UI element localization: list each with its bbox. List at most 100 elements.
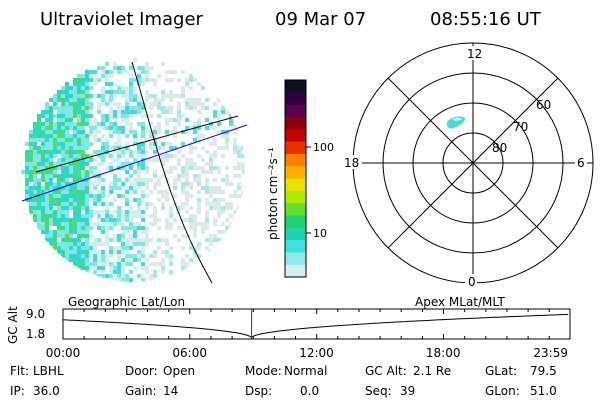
image-pixel [125, 90, 129, 94]
image-pixel [85, 70, 89, 74]
image-pixel [101, 194, 105, 198]
image-pixel [177, 78, 181, 82]
image-pixel [117, 210, 121, 214]
image-pixel [81, 82, 85, 86]
image-pixel [113, 110, 117, 114]
image-pixel [153, 130, 157, 134]
image-pixel [193, 78, 197, 82]
image-pixel [177, 178, 181, 182]
image-pixel [93, 134, 97, 138]
image-pixel [213, 126, 217, 130]
image-pixel [129, 270, 133, 274]
image-pixel [81, 126, 85, 130]
image-pixel [77, 110, 81, 114]
mlt-label-0: 0 [468, 275, 476, 289]
image-pixel [121, 194, 125, 198]
image-pixel [101, 158, 105, 162]
image-pixel [77, 238, 81, 242]
image-pixel [41, 138, 45, 142]
image-pixel [129, 150, 133, 154]
image-pixel [53, 242, 57, 246]
image-pixel [173, 70, 177, 74]
image-pixel [113, 238, 117, 242]
image-pixel [177, 118, 181, 122]
image-pixel [217, 210, 221, 214]
image-pixel [165, 198, 169, 202]
image-pixel [153, 78, 157, 82]
image-pixel [117, 162, 121, 166]
image-pixel [29, 154, 33, 158]
image-pixel [41, 130, 45, 134]
image-pixel [37, 126, 41, 130]
image-pixel [97, 162, 101, 166]
image-pixel [113, 114, 117, 118]
image-pixel [105, 98, 109, 102]
mlt-label-18: 18 [344, 156, 359, 170]
image-pixel [53, 182, 57, 186]
image-pixel [57, 234, 61, 238]
image-pixel [161, 206, 165, 210]
image-pixel [133, 182, 137, 186]
image-pixel [33, 146, 37, 150]
image-pixel [57, 98, 61, 102]
image-pixel [53, 218, 57, 222]
image-pixel [45, 122, 49, 126]
image-pixel [81, 234, 85, 238]
image-pixel [189, 214, 193, 218]
image-pixel [25, 178, 29, 182]
image-pixel [73, 246, 77, 250]
image-pixel [225, 182, 229, 186]
image-pixel [69, 198, 73, 202]
status-glon-value: 51.0 [530, 384, 557, 398]
image-pixel [29, 162, 33, 166]
image-pixel [133, 58, 137, 62]
image-pixel [213, 186, 217, 190]
image-pixel [85, 74, 89, 78]
image-pixel [101, 226, 105, 230]
image-pixel [101, 74, 105, 78]
image-pixel [29, 186, 33, 190]
image-pixel [37, 226, 41, 230]
image-pixel [37, 202, 41, 206]
image-pixel [69, 206, 73, 210]
image-pixel [133, 90, 137, 94]
image-pixel [117, 158, 121, 162]
image-pixel [97, 106, 101, 110]
image-pixel [229, 222, 233, 226]
image-pixel [185, 266, 189, 270]
image-pixel [97, 222, 101, 226]
image-pixel [145, 126, 149, 130]
image-pixel [141, 78, 145, 82]
image-pixel [133, 254, 137, 258]
image-pixel [89, 210, 93, 214]
image-pixel [149, 262, 153, 266]
image-pixel [65, 146, 69, 150]
image-pixel [65, 258, 69, 262]
timeline-xtick-1200: 12:00 [299, 346, 334, 360]
image-pixel [57, 230, 61, 234]
image-pixel [45, 182, 49, 186]
image-pixel [53, 94, 57, 98]
image-pixel [73, 78, 77, 82]
image-pixel [177, 226, 181, 230]
image-pixel [141, 146, 145, 150]
image-pixel [61, 250, 65, 254]
image-pixel [137, 174, 141, 178]
image-pixel [177, 174, 181, 178]
image-pixel [57, 218, 61, 222]
image-pixel [45, 214, 49, 218]
status-glat-value: 79.5 [530, 364, 557, 378]
image-pixel [205, 222, 209, 226]
image-pixel [125, 254, 129, 258]
image-pixel [101, 94, 105, 98]
image-pixel [69, 150, 73, 154]
image-pixel [77, 126, 81, 130]
image-pixel [117, 126, 121, 130]
color-bar-swatch [285, 116, 306, 130]
image-pixel [81, 86, 85, 90]
image-pixel [29, 150, 33, 154]
image-pixel [117, 110, 121, 114]
image-pixel [85, 214, 89, 218]
image-pixel [69, 254, 73, 258]
image-pixel [137, 150, 141, 154]
